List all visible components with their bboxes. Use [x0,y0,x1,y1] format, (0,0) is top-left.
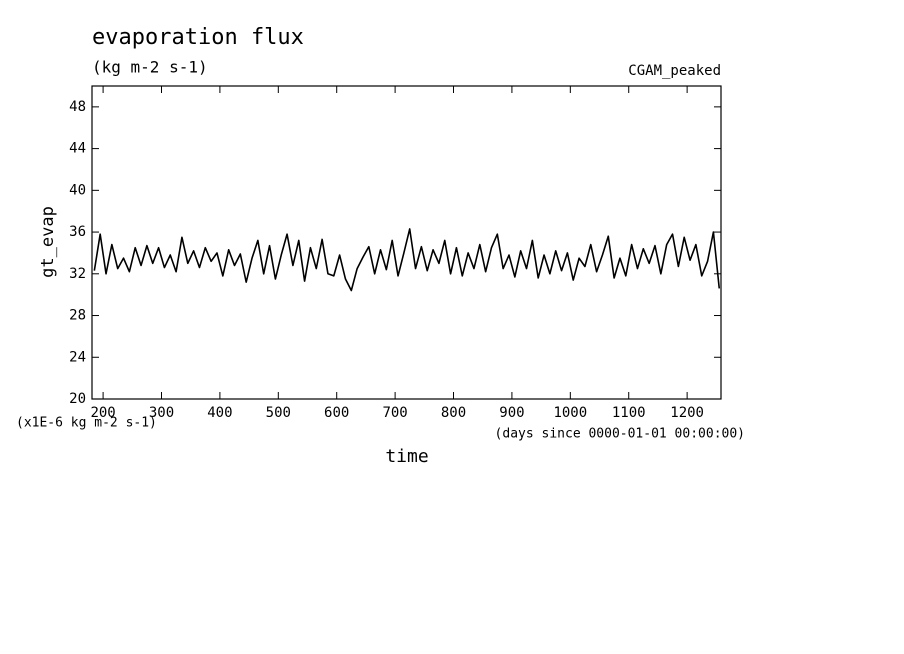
x-tick-label: 300 [149,405,174,421]
chart-title: evaporation flux [92,25,304,50]
y-tick-label: 32 [69,266,86,282]
x-axis-unit: (days since 0000-01-01 00:00:00) [495,427,745,442]
x-axis-label: time [385,446,428,467]
y-tick-label: 40 [69,182,86,198]
x-tick-label: 700 [382,405,407,421]
y-axis-unit: (x1E-6 kg m-2 s-1) [16,416,157,431]
y-tick-label: 20 [69,391,86,407]
annotation: CGAM_peaked [628,63,721,79]
y-tick-label: 44 [69,141,86,157]
data-line [93,228,721,292]
x-tick-label: 1000 [553,405,587,421]
y-tick-label: 24 [69,349,86,365]
x-tick-label: 400 [207,405,232,421]
plot-frame [91,85,722,400]
x-tick-label: 800 [441,405,466,421]
x-tick-label: 1200 [670,405,704,421]
x-tick-label: 500 [266,405,291,421]
y-axis-label: gt_evap [38,206,58,278]
x-tick-label: 900 [499,405,524,421]
x-tick-label: 600 [324,405,349,421]
chart-subtitle: (kg m-2 s-1) [92,58,208,77]
y-tick-label: 28 [69,308,86,324]
y-tick-label: 48 [69,99,86,115]
x-tick-label: 200 [90,405,115,421]
y-tick-label: 36 [69,224,86,240]
x-tick-label: 1100 [612,405,646,421]
